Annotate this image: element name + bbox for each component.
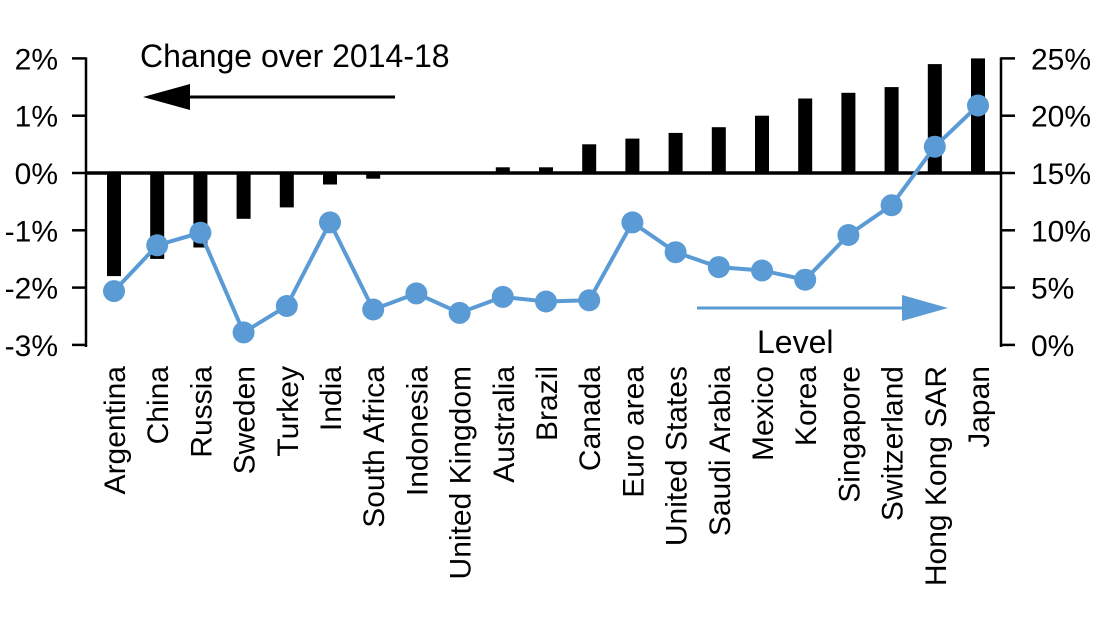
- marker-Indonesia: [405, 282, 428, 305]
- right-axis-tick-label: 20%: [1031, 101, 1091, 134]
- category-label: United States: [661, 366, 694, 546]
- right-axis-tick-label: 5%: [1031, 273, 1074, 306]
- right-axis-tick-label: 0%: [1031, 330, 1074, 363]
- left-axis-tick-label: -2%: [5, 273, 58, 306]
- marker-South Africa: [362, 298, 385, 321]
- bar-India: [323, 173, 337, 185]
- left-axis: 2% 1% 0% -1% -2% -3%: [5, 43, 88, 363]
- category-label: Korea: [790, 366, 823, 446]
- left-axis-tick-label: -1%: [5, 215, 58, 248]
- bar-Argentina: [107, 173, 121, 277]
- bar-United States: [668, 132, 683, 173]
- category-label: Brazil: [531, 366, 564, 441]
- bar-South Africa: [366, 173, 381, 179]
- marker-United Kingdom: [448, 301, 471, 324]
- left-axis-tick-label: 2%: [15, 43, 58, 76]
- category-label: Turkey: [272, 366, 305, 457]
- bar-Euro area: [625, 138, 640, 173]
- category-label: Canada: [574, 366, 607, 471]
- marker-India: [319, 211, 341, 234]
- marker-Brazil: [535, 290, 557, 313]
- bar-Singapore: [841, 92, 856, 173]
- category-label: Singapore: [833, 366, 866, 503]
- category-label: India: [315, 366, 348, 431]
- bar-Turkey: [279, 173, 294, 208]
- bar-Korea: [798, 98, 813, 173]
- marker-Japan: [967, 94, 989, 117]
- marker-United States: [664, 241, 687, 264]
- bar-Canada: [582, 144, 597, 173]
- marker-Mexico: [751, 259, 773, 282]
- bar-Switzerland: [884, 87, 899, 173]
- marker-Australia: [491, 285, 514, 308]
- bar-Saudi Arabia: [711, 127, 726, 173]
- left-axis-tick-label: -3%: [5, 330, 58, 363]
- marker-Turkey: [275, 295, 298, 317]
- marker-Euro area: [621, 211, 644, 234]
- marker-Switzerland: [880, 194, 903, 217]
- chart-title: Change over 2014-18: [140, 38, 450, 74]
- category-axis-labels: Argentina China Russia Sweden Turkey India Sou…: [99, 366, 996, 586]
- category-label: Hong Kong SAR: [920, 366, 953, 586]
- marker-Sweden: [232, 321, 255, 344]
- marker-Korea: [794, 268, 817, 291]
- category-label: Sweden: [229, 366, 262, 474]
- bar-Mexico: [755, 115, 769, 173]
- category-label: Euro area: [617, 366, 650, 498]
- category-label: Japan: [963, 366, 996, 448]
- right-axis: 25% 20% 15% 10% 5% 0%: [999, 43, 1091, 363]
- left-axis-tick-label: 0%: [15, 158, 58, 191]
- marker-Singapore: [837, 224, 860, 246]
- marker-Hong Kong SAR: [923, 135, 946, 158]
- category-label: Indonesia: [401, 366, 434, 496]
- category-label: Switzerland: [877, 366, 910, 521]
- marker-Russia: [189, 221, 212, 244]
- bar-series: [107, 58, 985, 277]
- right-axis-tick-label: 10%: [1031, 215, 1091, 248]
- right-axis-tick-label: 15%: [1031, 158, 1091, 191]
- bar-Australia: [495, 167, 510, 173]
- left-axis-tick-label: 1%: [15, 101, 58, 134]
- category-label: Mexico: [747, 366, 780, 461]
- category-label: Saudi Arabia: [704, 366, 737, 536]
- category-label: United Kingdom: [445, 366, 478, 579]
- category-label: China: [142, 366, 175, 445]
- level-arrow-right: [697, 295, 948, 321]
- category-label: Australia: [488, 366, 521, 483]
- line-series: [103, 94, 989, 344]
- marker-Saudi Arabia: [707, 256, 730, 279]
- bar-Brazil: [539, 167, 553, 173]
- category-label: South Africa: [358, 366, 391, 528]
- category-label: Russia: [185, 366, 218, 458]
- category-label: Argentina: [99, 366, 132, 495]
- bar-Sweden: [236, 173, 251, 219]
- marker-China: [146, 234, 169, 257]
- bars-arrow-left: [143, 84, 395, 110]
- marker-Canada: [578, 289, 601, 312]
- level-label: Level: [757, 324, 834, 360]
- right-axis-tick-label: 25%: [1031, 43, 1091, 76]
- marker-Argentina: [103, 280, 125, 303]
